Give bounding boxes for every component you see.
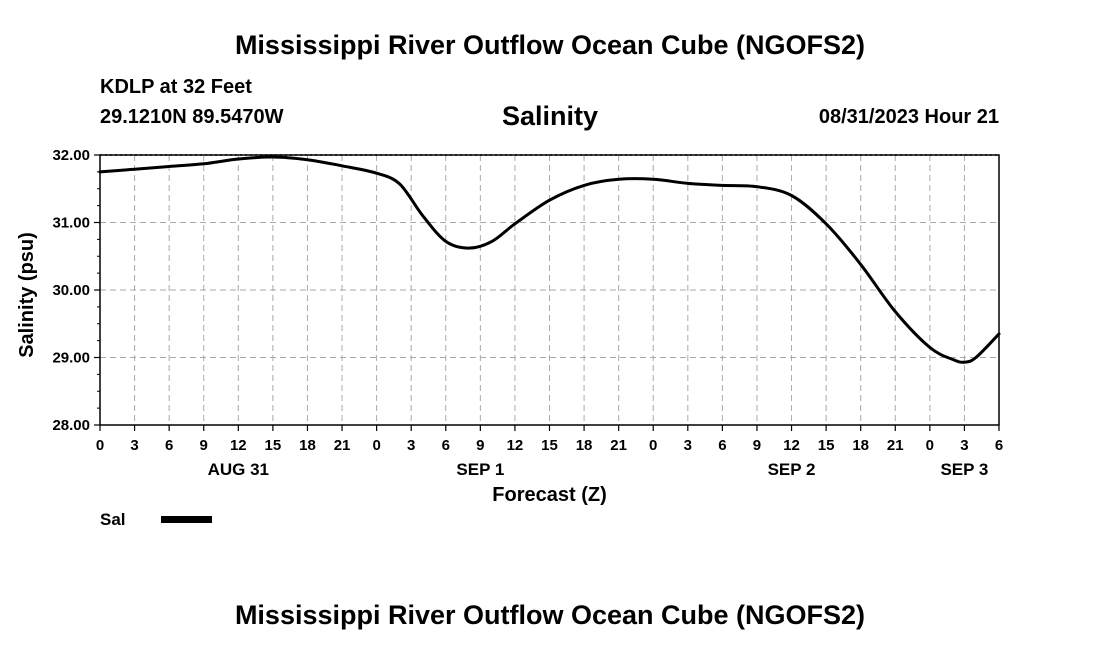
day-label: SEP 2: [768, 460, 816, 479]
x-tick-label: 0: [649, 437, 657, 454]
y-tick-label: 28.00: [52, 417, 90, 434]
chart-title-bottom: Mississippi River Outflow Ocean Cube (NG…: [234, 600, 866, 630]
y-tick-label: 29.00: [52, 350, 90, 367]
y-tick-label: 30.00: [52, 282, 90, 299]
x-tick-label: 0: [372, 437, 380, 454]
y-tick-label: 31.00: [52, 215, 90, 232]
y-axis-title: Salinity (psu): [16, 232, 38, 358]
day-label: SEP 1: [456, 460, 504, 479]
day-label: SEP 3: [940, 460, 988, 479]
chart-title-top: Mississippi River Outflow Ocean Cube (NG…: [234, 30, 866, 60]
x-tick-label: 3: [960, 437, 968, 454]
x-tick-label: 12: [230, 437, 247, 454]
day-label: AUG 31: [208, 460, 269, 479]
x-tick-label: 6: [165, 437, 173, 454]
x-tick-label: 3: [684, 437, 692, 454]
x-tick-label: 15: [818, 437, 835, 454]
y-tick-label: 32.00: [52, 147, 90, 164]
x-tick-label: 3: [130, 437, 138, 454]
plot-frame: [99, 154, 1000, 426]
forecast-datetime: 08/31/2023 Hour 21: [818, 106, 999, 128]
axis-ticks: [94, 154, 1000, 431]
x-tick-label: 18: [299, 437, 316, 454]
chart-subtitle: Salinity: [501, 101, 599, 131]
x-tick-label: 0: [96, 437, 104, 454]
x-tick-label: 15: [541, 437, 558, 454]
x-tick-label: 9: [200, 437, 208, 454]
x-tick-label: 0: [926, 437, 934, 454]
x-tick-label: 18: [576, 437, 593, 454]
x-tick-label: 6: [718, 437, 726, 454]
x-tick-label: 21: [887, 437, 904, 454]
x-tick-label: 21: [610, 437, 627, 454]
series-layer: [98, 155, 1001, 364]
x-tick-label: 12: [507, 437, 524, 454]
x-tick-label: 15: [265, 437, 282, 454]
legend-swatch: [161, 516, 212, 523]
tick-labels: 0 3 6 9 12 15 18 21 0 3 6 9 12 15 18 21 0 3 6 9 12 15 18 21 0 3 6 2…: [52, 147, 1003, 479]
grid-lines: [100, 155, 999, 425]
station-label: KDLP at 32 Feet: [100, 76, 252, 98]
station-coordinates: 29.1210N 89.5470W: [100, 106, 284, 128]
legend-label: Sal: [100, 510, 126, 529]
x-tick-label: 6: [995, 437, 1003, 454]
x-tick-label: 6: [442, 437, 450, 454]
x-axis-title: Forecast (Z): [492, 484, 606, 506]
x-tick-label: 3: [407, 437, 415, 454]
x-tick-label: 12: [783, 437, 800, 454]
series-line-sal: [98, 155, 1001, 364]
x-tick-label: 18: [852, 437, 869, 454]
x-tick-label: 9: [753, 437, 761, 454]
x-tick-label: 9: [476, 437, 484, 454]
x-tick-label: 21: [334, 437, 351, 454]
